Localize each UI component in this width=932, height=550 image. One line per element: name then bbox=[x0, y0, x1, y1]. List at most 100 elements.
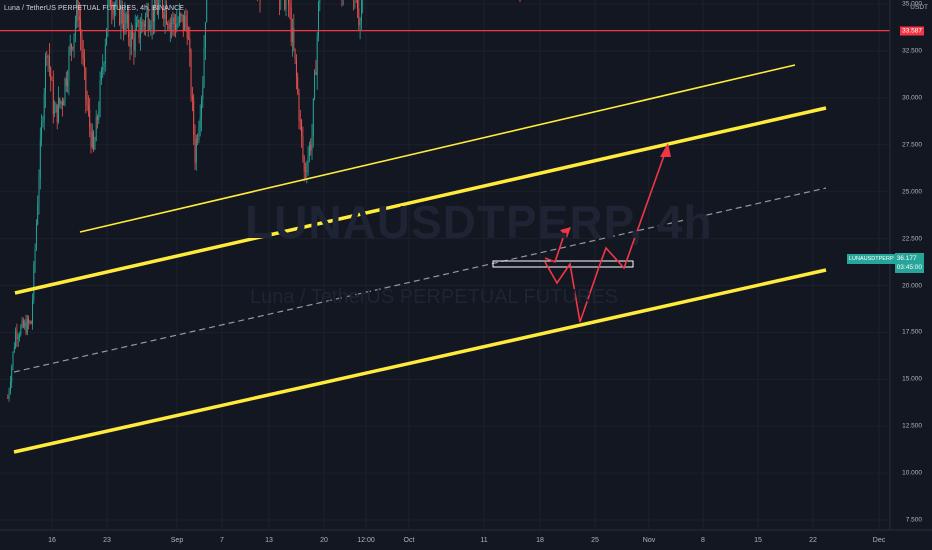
symbol-legend[interactable]: Luna / TetherUS PERPETUAL FUTURES, 4h, B… bbox=[4, 5, 185, 12]
channel-middle-line bbox=[14, 106, 827, 295]
candle-body bbox=[191, 96, 193, 100]
candle-body bbox=[306, 170, 308, 172]
candle-body bbox=[110, 0, 111, 6]
candle-body bbox=[293, 28, 295, 49]
candle-body bbox=[90, 127, 92, 148]
candle-body bbox=[138, 20, 140, 38]
candle-body bbox=[82, 53, 84, 59]
candle-body bbox=[137, 20, 139, 24]
candle-body bbox=[318, 2, 319, 37]
price-tick-label: 17.500 bbox=[902, 328, 922, 336]
candle-body bbox=[180, 13, 182, 16]
candle-body bbox=[99, 80, 101, 112]
candle-body bbox=[87, 105, 89, 110]
candle-body bbox=[125, 13, 127, 24]
candle-body bbox=[76, 0, 78, 22]
candle-body bbox=[158, 2, 160, 15]
candle-body bbox=[54, 112, 56, 114]
candle-body bbox=[97, 116, 98, 120]
candle-body bbox=[17, 337, 19, 340]
price-tick-label: 10.000 bbox=[902, 469, 922, 477]
candle-body bbox=[12, 351, 14, 367]
candle-body bbox=[71, 44, 72, 48]
arrow-head-main bbox=[660, 143, 671, 157]
last-price-badge: 36.177 03:45:00 bbox=[894, 253, 924, 273]
candle-body bbox=[305, 171, 306, 173]
candle-body bbox=[108, 0, 110, 1]
candle-body bbox=[43, 93, 45, 121]
candle-body bbox=[55, 104, 57, 113]
candle-body bbox=[316, 36, 318, 75]
time-tick-label: 23 bbox=[103, 537, 111, 544]
candle-body bbox=[310, 144, 312, 151]
candle-body bbox=[359, 21, 361, 26]
candle-body bbox=[42, 120, 44, 123]
candle-body bbox=[13, 347, 15, 352]
candle-body bbox=[129, 37, 131, 48]
candle-body bbox=[178, 13, 180, 23]
candle-body bbox=[102, 67, 104, 70]
candle-body bbox=[89, 109, 91, 128]
time-tick-label: 22 bbox=[809, 537, 817, 544]
drawings[interactable] bbox=[0, 0, 890, 454]
candle-body bbox=[132, 30, 134, 39]
candle-body bbox=[61, 101, 63, 106]
channel-upper-line bbox=[79, 64, 796, 233]
candle-body bbox=[156, 6, 158, 15]
candle-body bbox=[288, 0, 290, 4]
price-axis-unit[interactable]: USDT bbox=[910, 4, 928, 11]
grid bbox=[0, 0, 890, 530]
candle-body bbox=[184, 15, 186, 30]
candle-body bbox=[72, 47, 74, 49]
candle-body bbox=[41, 122, 43, 140]
candle-body bbox=[134, 29, 136, 51]
projection-path-short bbox=[544, 231, 566, 264]
candle-body bbox=[169, 22, 171, 30]
candle-body bbox=[297, 76, 299, 93]
candle-body bbox=[136, 23, 137, 30]
price-tick-label: 35.000 bbox=[902, 0, 922, 8]
price-tick-label: 12.500 bbox=[902, 422, 922, 430]
candle-body bbox=[65, 78, 67, 86]
candle-body bbox=[73, 33, 75, 49]
candle-body bbox=[25, 322, 27, 334]
candle-body bbox=[77, 0, 79, 17]
candle-body bbox=[163, 13, 165, 19]
candle-body bbox=[52, 80, 54, 114]
candle-body bbox=[93, 132, 95, 150]
candle-body bbox=[177, 22, 179, 25]
arrow-head-short bbox=[560, 227, 571, 238]
last-price: 36.177 bbox=[896, 255, 917, 262]
candle-body bbox=[46, 56, 48, 58]
candle-body bbox=[39, 139, 41, 179]
candle-body bbox=[311, 136, 313, 151]
channel-lower-line bbox=[13, 268, 827, 454]
price-tick-label: 32.500 bbox=[902, 47, 922, 55]
candle-body bbox=[303, 157, 305, 172]
candle-body bbox=[197, 139, 199, 141]
time-tick-label: Sep bbox=[170, 537, 184, 544]
candles bbox=[7, 0, 521, 402]
time-tick-label: 13 bbox=[265, 537, 273, 544]
candle-body bbox=[314, 71, 316, 99]
candle-body bbox=[302, 136, 304, 158]
candle-body bbox=[206, 0, 208, 23]
candle-body bbox=[48, 55, 50, 68]
time-tick-label: 25 bbox=[591, 537, 599, 544]
price-tick-label: 7.500 bbox=[905, 516, 922, 524]
candle-body bbox=[15, 331, 17, 348]
candle-body bbox=[167, 23, 169, 26]
candle-body bbox=[130, 30, 132, 48]
candle-body bbox=[155, 0, 157, 7]
candle-body bbox=[28, 318, 30, 323]
candle-body bbox=[78, 16, 80, 20]
candle-body bbox=[195, 139, 197, 163]
candle-body bbox=[298, 92, 300, 121]
candle-body bbox=[24, 322, 26, 327]
candle-body bbox=[59, 98, 61, 105]
candle-body bbox=[84, 58, 85, 69]
candle-body bbox=[58, 98, 59, 122]
candle-body bbox=[182, 14, 184, 30]
candle-body bbox=[202, 86, 204, 99]
